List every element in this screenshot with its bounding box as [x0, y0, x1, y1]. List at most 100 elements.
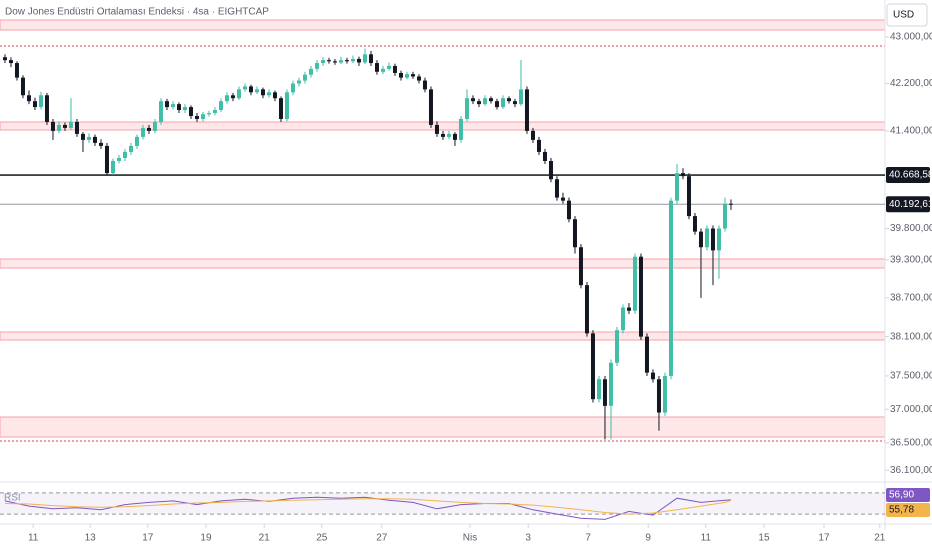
candle-body [608, 362, 613, 406]
candle-body [584, 285, 589, 334]
candle-body [404, 74, 409, 78]
candle-body [464, 98, 469, 119]
candle-body [446, 133, 451, 137]
x-tick-label: 7 [585, 533, 591, 544]
zone [0, 258, 886, 269]
rsi-label-box [886, 503, 930, 517]
candle-body [218, 101, 223, 111]
candle-body [482, 98, 487, 105]
y-tick-label: 42.200,00 [890, 78, 932, 89]
candle-body [530, 130, 535, 140]
currency-box[interactable] [886, 3, 928, 27]
candle-body [98, 142, 103, 146]
candle-body [518, 89, 523, 105]
candle-body [566, 200, 571, 220]
candle-body [14, 63, 19, 78]
candle-body [650, 372, 655, 380]
candle-body [686, 176, 691, 217]
candle-body [260, 89, 265, 96]
candle-body [302, 74, 307, 81]
candle-body [74, 121, 79, 134]
candle-body [116, 157, 121, 161]
candle-body [476, 101, 481, 105]
candle-body [284, 92, 289, 119]
x-tick-label: 25 [316, 533, 328, 544]
candle-body [8, 60, 13, 64]
candle-body [2, 57, 7, 61]
rsi-line [4, 498, 732, 515]
rsi-value-label: 56,90 [889, 490, 914, 501]
candle-body [662, 375, 667, 413]
rsi-band [0, 492, 885, 515]
candle-body [266, 92, 271, 96]
candle-body [548, 160, 553, 180]
candle-body [428, 89, 433, 125]
candle-body [578, 247, 583, 286]
candle-body [392, 65, 397, 73]
y-tick-label: 39.300,00 [890, 254, 932, 265]
price-label: 40.668,58 [889, 170, 932, 181]
candle-body [152, 121, 157, 131]
candle-body [410, 74, 415, 77]
candle-body [296, 80, 301, 84]
candle-body [500, 98, 505, 108]
candle-body [374, 63, 379, 72]
candle-body [206, 113, 211, 115]
candle-body [188, 107, 193, 116]
candle-body [248, 86, 253, 93]
candle-body [278, 98, 283, 119]
candle-body [440, 133, 445, 137]
candle-body [194, 115, 199, 119]
candle-body [542, 151, 547, 161]
x-tick-label: 21 [259, 533, 271, 544]
currency[interactable]: USD [893, 10, 914, 21]
candle-body [110, 160, 115, 174]
candle-body [596, 379, 601, 400]
candle-body [506, 98, 511, 102]
candle-body [272, 92, 277, 99]
candle-body [230, 95, 235, 99]
rsi-value-label: 55,78 [889, 505, 914, 516]
x-tick-label: 15 [758, 533, 770, 544]
candle-body [698, 231, 703, 248]
candle-body [536, 139, 541, 152]
candle-body [38, 95, 43, 108]
candle-body [368, 54, 373, 64]
x-tick-label: 27 [376, 533, 388, 544]
candle-body [80, 133, 85, 140]
candle-body [254, 89, 259, 93]
candle-body [182, 107, 187, 111]
candle-body [704, 228, 709, 248]
candle-body [356, 58, 361, 63]
candle-body [422, 80, 427, 90]
candle-body [164, 101, 169, 108]
y-tick-label: 38.100,00 [890, 331, 932, 342]
x-tick-label: 21 [874, 533, 886, 544]
candle-body [434, 124, 439, 134]
candle-body [140, 127, 145, 137]
x-tick-label: 3 [525, 533, 531, 544]
candle-body [668, 200, 673, 376]
candle-body [632, 256, 637, 311]
x-tick-label: 13 [85, 533, 97, 544]
candle-body [722, 203, 727, 229]
candle-body [332, 61, 337, 63]
y-tick-label: 37.500,00 [890, 371, 932, 382]
candle-body [452, 133, 457, 140]
zone [0, 331, 886, 341]
candle-body [572, 219, 577, 248]
candle-body [308, 68, 313, 75]
candle-body [524, 89, 529, 131]
candle-body [338, 60, 343, 63]
candle-body [644, 336, 649, 373]
candle-body [680, 173, 685, 177]
candle-body [224, 95, 229, 102]
candle-body [554, 179, 559, 198]
price-label: 40.192,61 [889, 199, 932, 210]
y-tick-label: 38.700,00 [890, 293, 932, 304]
candle-body [86, 136, 91, 140]
candle-body [146, 127, 151, 131]
candle-body [104, 145, 109, 174]
y-tick-label: 36.100,00 [890, 465, 932, 476]
